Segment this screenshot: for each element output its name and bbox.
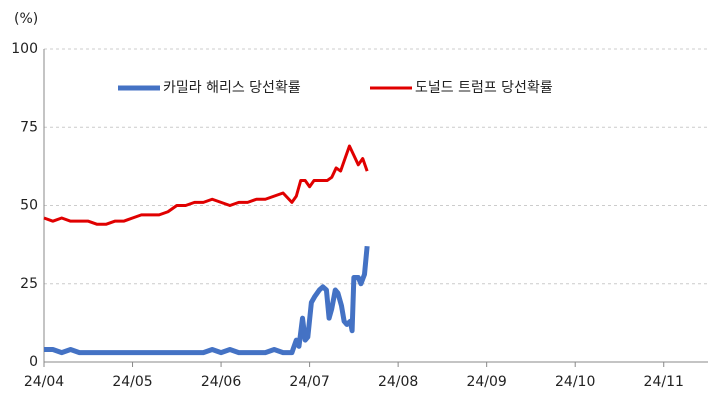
- x-tick-label: 24/05: [112, 374, 152, 390]
- x-tick-label: 24/04: [24, 374, 64, 390]
- y-tick-label: 100: [11, 41, 38, 57]
- legend-label: 도널드 트럼프 당선확률: [415, 80, 553, 96]
- y-axis-unit: (%): [14, 11, 38, 27]
- y-tick-label: 25: [20, 276, 38, 292]
- x-tick-label: 24/06: [201, 374, 241, 390]
- y-tick-label: 50: [20, 198, 38, 214]
- y-tick-label: 0: [29, 354, 38, 370]
- x-tick-label: 24/11: [644, 374, 684, 390]
- series-line: [43, 144, 369, 226]
- x-tick-label: 24/07: [289, 374, 329, 390]
- series-line: [44, 245, 370, 356]
- x-tick-label: 24/10: [555, 374, 595, 390]
- y-tick-label: 75: [20, 119, 38, 135]
- x-tick-label: 24/08: [378, 374, 418, 390]
- x-tick-label: 24/09: [466, 374, 506, 390]
- legend-label: 카밀라 해리스 당선확률: [163, 80, 301, 96]
